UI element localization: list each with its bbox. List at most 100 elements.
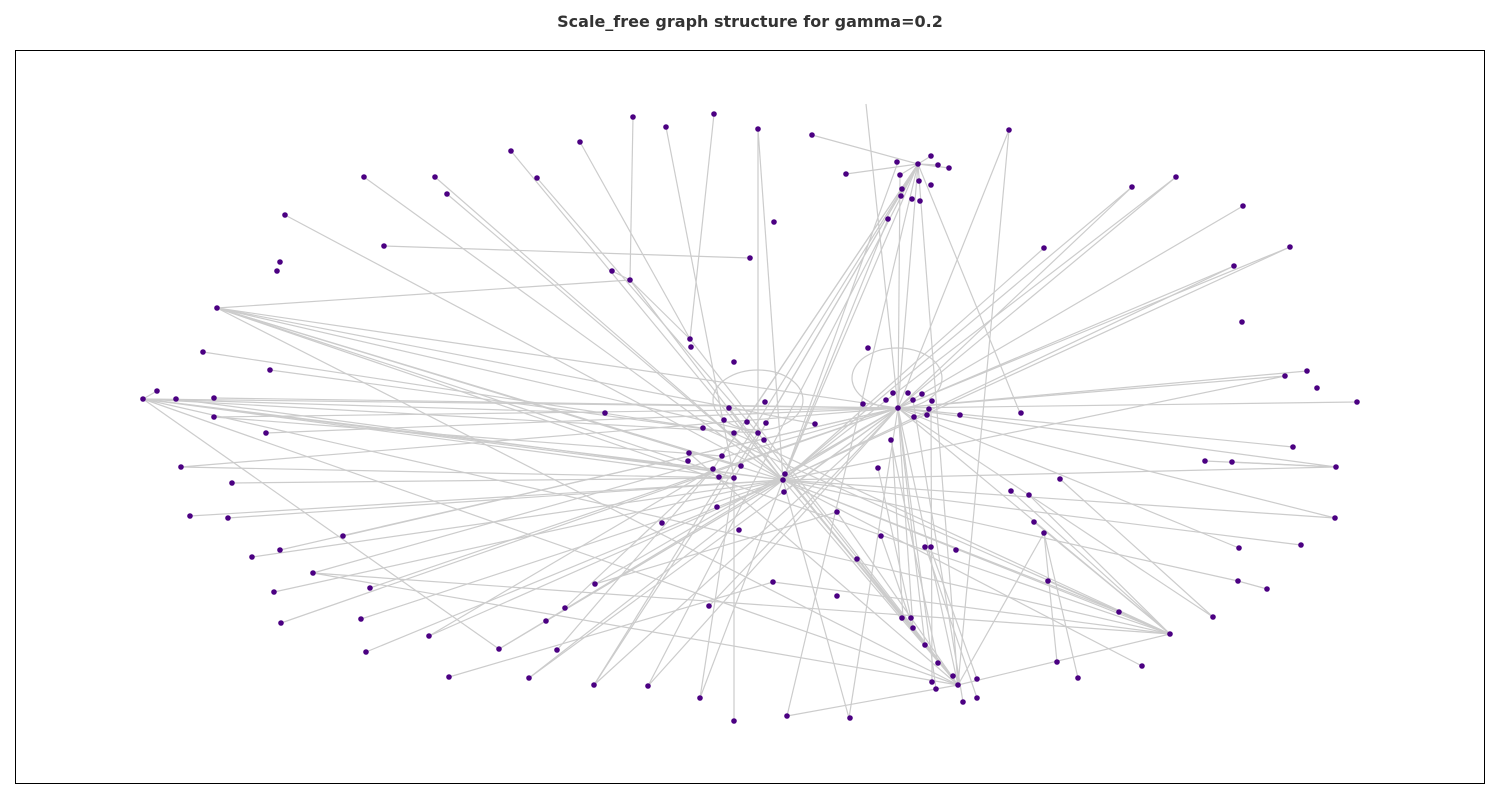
graph-edge <box>216 279 631 309</box>
graph-node <box>685 458 691 464</box>
graph-edge <box>897 176 1177 409</box>
graph-edge <box>782 375 1286 481</box>
graph-edge <box>957 129 1010 686</box>
graph-edge <box>593 163 919 686</box>
nodes-layer <box>140 111 1360 724</box>
graph-node <box>1231 263 1237 269</box>
graph-node <box>200 349 206 355</box>
graph-edge <box>1043 532 1079 679</box>
graph-node <box>731 718 737 724</box>
graph-edge <box>1033 521 1171 635</box>
graph-edge <box>629 279 784 481</box>
graph-node <box>922 544 928 550</box>
graph-node <box>554 647 560 653</box>
graph-node <box>1129 184 1135 190</box>
graph-node <box>847 715 853 721</box>
plot-frame <box>15 50 1485 784</box>
graph-node <box>1167 631 1173 637</box>
graph-node <box>225 515 231 521</box>
graph-node <box>710 466 716 472</box>
graph-edge <box>917 163 950 169</box>
graph-node <box>526 675 532 681</box>
graph-edge <box>564 468 714 609</box>
graph-edge <box>782 265 1235 481</box>
graph-node <box>928 153 934 159</box>
graph-node <box>363 649 369 655</box>
graph-node <box>974 676 980 682</box>
graph-node <box>274 268 280 274</box>
graph-edge <box>1010 490 1171 635</box>
graph-node <box>688 344 694 350</box>
graph-node <box>875 465 881 471</box>
graph-node <box>1045 578 1051 584</box>
graph-edge <box>594 511 838 585</box>
graph-node <box>267 367 273 373</box>
graph-node <box>890 390 896 396</box>
graph-node <box>1332 515 1338 521</box>
graph-edge <box>897 205 1244 409</box>
graph-node <box>809 132 815 138</box>
graph-node <box>782 471 788 477</box>
graph-edge <box>897 401 1358 409</box>
graph-node <box>1054 659 1060 665</box>
graph-edge <box>782 161 899 481</box>
graph-node <box>711 111 717 117</box>
graph-node <box>910 397 916 403</box>
graph-edge <box>142 398 500 650</box>
graph-node <box>577 139 583 145</box>
graph-node <box>508 148 514 154</box>
edges-layer <box>142 103 1358 721</box>
graph-node <box>909 196 915 202</box>
graph-node <box>278 620 284 626</box>
graph-node <box>659 520 665 526</box>
graph-edge <box>312 572 1171 635</box>
graph-node <box>731 359 737 365</box>
graph-edge <box>782 479 1302 546</box>
graph-edge <box>699 479 784 699</box>
graph-edge <box>782 163 919 481</box>
graph-node <box>1240 203 1246 209</box>
graph-node <box>854 556 860 562</box>
graph-node <box>771 219 777 225</box>
graph-node <box>1229 459 1235 465</box>
graph-node <box>627 277 633 283</box>
graph-edge <box>383 245 751 259</box>
graph-edge <box>428 479 784 637</box>
graph-edge <box>216 307 1171 635</box>
graph-node <box>784 713 790 719</box>
graph-node <box>922 642 928 648</box>
graph-node <box>781 489 787 495</box>
graph-node <box>282 212 288 218</box>
graph-edge <box>897 407 1337 468</box>
graph-node <box>924 412 930 418</box>
graph-node <box>960 699 966 705</box>
graph-edge <box>912 399 964 703</box>
graph-edge <box>629 116 634 281</box>
graph-edge <box>890 439 939 664</box>
graph-node <box>933 686 939 692</box>
graph-node <box>898 193 904 199</box>
graph-node <box>1239 319 1245 325</box>
graph-edge <box>782 479 1336 519</box>
graph-node <box>444 191 450 197</box>
graph-edge <box>556 468 714 651</box>
graph-node <box>173 396 179 402</box>
graph-node <box>721 417 727 423</box>
graph-edge <box>142 398 959 686</box>
graph-node <box>602 410 608 416</box>
graph-edge <box>1231 461 1337 468</box>
graph-edge <box>284 214 784 481</box>
graph-node <box>609 268 615 274</box>
graph-node <box>888 437 894 443</box>
graph-node <box>1354 399 1360 405</box>
graph-node <box>211 414 217 420</box>
graph-edge <box>877 467 912 619</box>
graph-node <box>1264 586 1270 592</box>
graph-edge <box>897 163 919 409</box>
graph-node <box>1116 609 1122 615</box>
graph-node <box>432 174 438 180</box>
graph-node <box>663 124 669 130</box>
graph-node <box>1008 488 1014 494</box>
graph-edge <box>897 407 1214 618</box>
graph-node <box>731 430 737 436</box>
